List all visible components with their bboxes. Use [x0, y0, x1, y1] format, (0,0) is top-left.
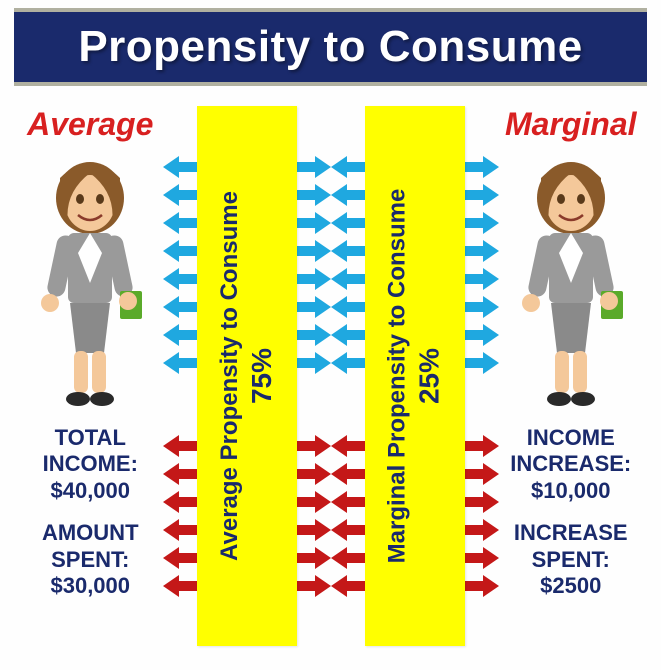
right-stat2-value: $2500 — [499, 573, 644, 599]
arrow-right-red-icon — [465, 463, 499, 485]
arrow-right-blue-icon — [297, 240, 331, 262]
arrow-right-red-icon — [297, 519, 331, 541]
left-stat2-label: AMOUNT SPENT: — [18, 520, 163, 573]
arrows-center-right — [331, 106, 365, 646]
arrow-left-blue-icon — [163, 156, 197, 178]
arrow-left-red-icon — [331, 519, 365, 541]
right-stat2-label: INCREASE SPENT: — [499, 520, 644, 573]
arrow-right-blue-icon — [297, 296, 331, 318]
arrow-right-blue-icon — [297, 268, 331, 290]
arrow-left-blue-icon — [331, 268, 365, 290]
arrow-left-red-icon — [163, 547, 197, 569]
arrow-right-red-icon — [297, 463, 331, 485]
left-stat2: AMOUNT SPENT: $30,000 — [18, 520, 163, 599]
arrows-center-left — [297, 106, 331, 646]
arrow-right-blue-icon — [297, 184, 331, 206]
left-stats: TOTAL INCOME: $40,000 AMOUNT SPENT: $30,… — [18, 425, 163, 615]
arrow-right-red-icon — [297, 435, 331, 457]
businesswoman-icon — [20, 153, 160, 413]
arrow-right-blue-icon — [465, 240, 499, 262]
right-yellow-text: Marginal Propensity to Consume 25% — [384, 189, 446, 564]
arrow-left-blue-icon — [331, 212, 365, 234]
arrow-right-blue-icon — [297, 352, 331, 374]
right-stats: INCOME INCREASE: $10,000 INCREASE SPENT:… — [499, 425, 644, 615]
arrow-right-blue-icon — [297, 212, 331, 234]
right-stat1-value: $10,000 — [499, 478, 644, 504]
arrow-right-red-icon — [465, 547, 499, 569]
arrow-left-red-icon — [331, 491, 365, 513]
arrow-left-blue-icon — [163, 296, 197, 318]
arrow-left-blue-icon — [163, 352, 197, 374]
arrow-right-blue-icon — [465, 212, 499, 234]
arrow-left-red-icon — [163, 435, 197, 457]
arrow-left-red-icon — [163, 519, 197, 541]
right-stat2: INCREASE SPENT: $2500 — [499, 520, 644, 599]
right-yellow-percent: 25% — [414, 189, 446, 564]
arrow-left-blue-icon — [331, 184, 365, 206]
arrow-left-blue-icon — [163, 240, 197, 262]
arrow-left-red-icon — [331, 435, 365, 457]
arrow-left-red-icon — [163, 491, 197, 513]
arrow-right-red-icon — [297, 547, 331, 569]
arrow-left-blue-icon — [163, 184, 197, 206]
left-stat2-value: $30,000 — [18, 573, 163, 599]
arrow-right-blue-icon — [297, 156, 331, 178]
arrow-left-blue-icon — [163, 212, 197, 234]
left-label: Average — [27, 106, 153, 143]
right-label: Marginal — [505, 106, 637, 143]
arrow-right-red-icon — [465, 435, 499, 457]
left-side: Average TOTAL INCOME: $40,000 — [18, 106, 163, 646]
arrow-left-blue-icon — [331, 352, 365, 374]
right-stat1-label: INCOME INCREASE: — [499, 425, 644, 478]
arrow-right-red-icon — [465, 491, 499, 513]
right-yellow-bar: Marginal Propensity to Consume 25% — [365, 106, 465, 646]
arrow-right-blue-icon — [465, 296, 499, 318]
arrow-left-red-icon — [331, 463, 365, 485]
arrow-left-blue-icon — [331, 296, 365, 318]
arrow-right-red-icon — [297, 575, 331, 597]
right-stat1: INCOME INCREASE: $10,000 — [499, 425, 644, 504]
arrow-right-blue-icon — [465, 156, 499, 178]
arrow-right-red-icon — [465, 519, 499, 541]
left-yellow-percent: 75% — [246, 191, 278, 561]
arrow-right-red-icon — [297, 491, 331, 513]
right-side: Marginal INCOME INCREASE: $10,000 — [499, 106, 644, 646]
arrow-left-blue-icon — [163, 268, 197, 290]
arrow-left-blue-icon — [331, 156, 365, 178]
businesswoman-icon — [501, 153, 641, 413]
right-yellow-line1: Marginal Propensity to Consume — [384, 189, 411, 564]
arrow-left-red-icon — [163, 463, 197, 485]
arrow-left-blue-icon — [331, 240, 365, 262]
left-stat1-label: TOTAL INCOME: — [18, 425, 163, 478]
arrow-left-red-icon — [331, 547, 365, 569]
arrow-right-blue-icon — [465, 184, 499, 206]
left-yellow-bar: Average Propensity to Consume 75% — [197, 106, 297, 646]
title-bar: Propensity to Consume — [14, 8, 647, 86]
arrow-right-blue-icon — [465, 324, 499, 346]
arrow-right-blue-icon — [465, 352, 499, 374]
left-stat1-value: $40,000 — [18, 478, 163, 504]
arrows-right-out — [465, 106, 499, 646]
arrow-left-blue-icon — [163, 324, 197, 346]
arrow-right-blue-icon — [465, 268, 499, 290]
arrow-right-red-icon — [465, 575, 499, 597]
arrow-right-blue-icon — [297, 324, 331, 346]
page-title: Propensity to Consume — [78, 22, 582, 71]
left-stat1: TOTAL INCOME: $40,000 — [18, 425, 163, 504]
left-yellow-line1: Average Propensity to Consume — [216, 191, 243, 561]
arrow-left-red-icon — [163, 575, 197, 597]
arrows-left-out — [163, 106, 197, 646]
arrow-left-blue-icon — [331, 324, 365, 346]
left-yellow-text: Average Propensity to Consume 75% — [216, 191, 278, 561]
content-columns: Average TOTAL INCOME: $40,000 — [8, 106, 653, 646]
arrow-left-red-icon — [331, 575, 365, 597]
